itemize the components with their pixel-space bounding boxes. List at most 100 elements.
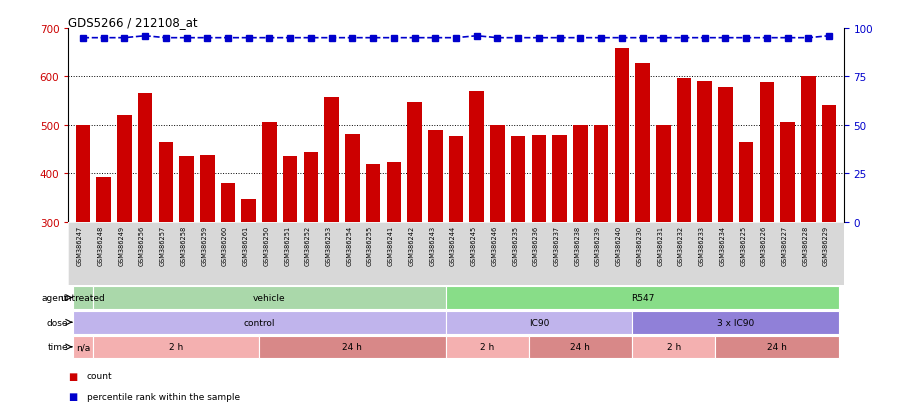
Bar: [593, 126, 608, 367]
Text: n/a: n/a: [76, 342, 90, 351]
Text: GSM386226: GSM386226: [760, 225, 766, 266]
Text: GSM386230: GSM386230: [636, 225, 642, 266]
Text: GSM386247: GSM386247: [77, 225, 83, 266]
Text: agent: agent: [42, 293, 68, 302]
Text: GSM386257: GSM386257: [159, 225, 166, 266]
Bar: [386, 162, 401, 367]
Text: 3 x IC90: 3 x IC90: [716, 318, 753, 327]
Text: 24 h: 24 h: [766, 342, 786, 351]
Text: GSM386245: GSM386245: [470, 225, 476, 266]
Text: GSM386243: GSM386243: [429, 225, 435, 266]
Bar: [262, 123, 276, 367]
Bar: [220, 184, 235, 367]
Text: GSM386252: GSM386252: [304, 225, 311, 266]
Bar: [344, 134, 359, 367]
Bar: [93, 336, 259, 358]
Bar: [445, 336, 528, 358]
Text: GSM386255: GSM386255: [367, 225, 373, 266]
Text: GSM386254: GSM386254: [346, 225, 352, 266]
Bar: [445, 311, 631, 334]
Bar: [159, 143, 173, 367]
Bar: [303, 153, 318, 367]
Bar: [635, 64, 649, 367]
Bar: [179, 157, 193, 367]
Bar: [448, 136, 463, 367]
Text: GSM386233: GSM386233: [698, 225, 704, 265]
Bar: [676, 79, 691, 367]
Bar: [821, 106, 835, 367]
Text: GSM386253: GSM386253: [325, 225, 332, 266]
Text: GSM386250: GSM386250: [263, 225, 269, 266]
Bar: [572, 126, 587, 367]
Bar: [282, 157, 297, 367]
Text: GSM386248: GSM386248: [97, 225, 104, 266]
Bar: [427, 131, 442, 367]
Text: GSM386227: GSM386227: [781, 225, 787, 266]
Text: GSM386244: GSM386244: [449, 225, 456, 266]
Text: ■: ■: [68, 392, 77, 401]
Bar: [631, 311, 838, 334]
Text: 24 h: 24 h: [569, 342, 589, 351]
Text: GSM386225: GSM386225: [740, 225, 745, 266]
Text: 2 h: 2 h: [479, 342, 494, 351]
Bar: [138, 94, 152, 367]
Text: GSM386237: GSM386237: [553, 225, 559, 266]
Bar: [259, 336, 445, 358]
Bar: [528, 336, 631, 358]
Text: GSM386234: GSM386234: [719, 225, 724, 266]
Text: 2 h: 2 h: [666, 342, 680, 351]
Text: GSM386242: GSM386242: [408, 225, 415, 266]
Bar: [552, 136, 567, 367]
Bar: [717, 88, 732, 367]
Text: vehicle: vehicle: [253, 293, 285, 302]
Bar: [490, 126, 504, 367]
Text: GSM386235: GSM386235: [512, 225, 517, 266]
Text: GSM386249: GSM386249: [118, 225, 124, 266]
Text: R547: R547: [630, 293, 653, 302]
Text: GSM386261: GSM386261: [242, 225, 249, 266]
Text: ■: ■: [68, 371, 77, 381]
Bar: [531, 135, 546, 367]
Text: 2 h: 2 h: [169, 342, 183, 351]
Text: GSM386246: GSM386246: [491, 225, 496, 266]
Bar: [241, 199, 256, 367]
Text: GSM386229: GSM386229: [823, 225, 828, 266]
Bar: [407, 102, 421, 367]
Text: GSM386259: GSM386259: [201, 225, 207, 266]
Text: GSM386251: GSM386251: [284, 225, 290, 266]
Bar: [324, 97, 339, 367]
Bar: [738, 143, 752, 367]
Text: time: time: [47, 342, 68, 351]
Text: dose: dose: [46, 318, 68, 327]
Text: GSM386256: GSM386256: [139, 225, 145, 266]
Bar: [445, 287, 838, 309]
Text: untreated: untreated: [60, 293, 105, 302]
Bar: [93, 287, 445, 309]
Bar: [510, 137, 525, 367]
Text: GSM386241: GSM386241: [387, 225, 394, 266]
Text: GDS5266 / 212108_at: GDS5266 / 212108_at: [68, 16, 198, 29]
Text: IC90: IC90: [528, 318, 548, 327]
Text: count: count: [87, 371, 112, 380]
Bar: [780, 123, 794, 367]
Bar: [759, 83, 773, 367]
Bar: [97, 177, 111, 367]
Bar: [714, 336, 838, 358]
Text: percentile rank within the sample: percentile rank within the sample: [87, 392, 240, 401]
Bar: [697, 82, 711, 367]
Text: GSM386238: GSM386238: [574, 225, 579, 266]
Text: GSM386260: GSM386260: [221, 225, 228, 266]
Text: GSM386232: GSM386232: [677, 225, 683, 266]
Text: GSM386240: GSM386240: [615, 225, 621, 266]
Text: GSM386228: GSM386228: [802, 225, 807, 266]
Text: GSM386231: GSM386231: [657, 225, 662, 265]
Bar: [76, 126, 90, 367]
Bar: [73, 336, 93, 358]
Bar: [614, 49, 629, 367]
Bar: [655, 126, 670, 367]
Text: GSM386239: GSM386239: [595, 225, 600, 265]
Bar: [469, 92, 484, 367]
Bar: [365, 164, 380, 367]
Bar: [73, 287, 93, 309]
Text: GSM386258: GSM386258: [180, 225, 187, 266]
